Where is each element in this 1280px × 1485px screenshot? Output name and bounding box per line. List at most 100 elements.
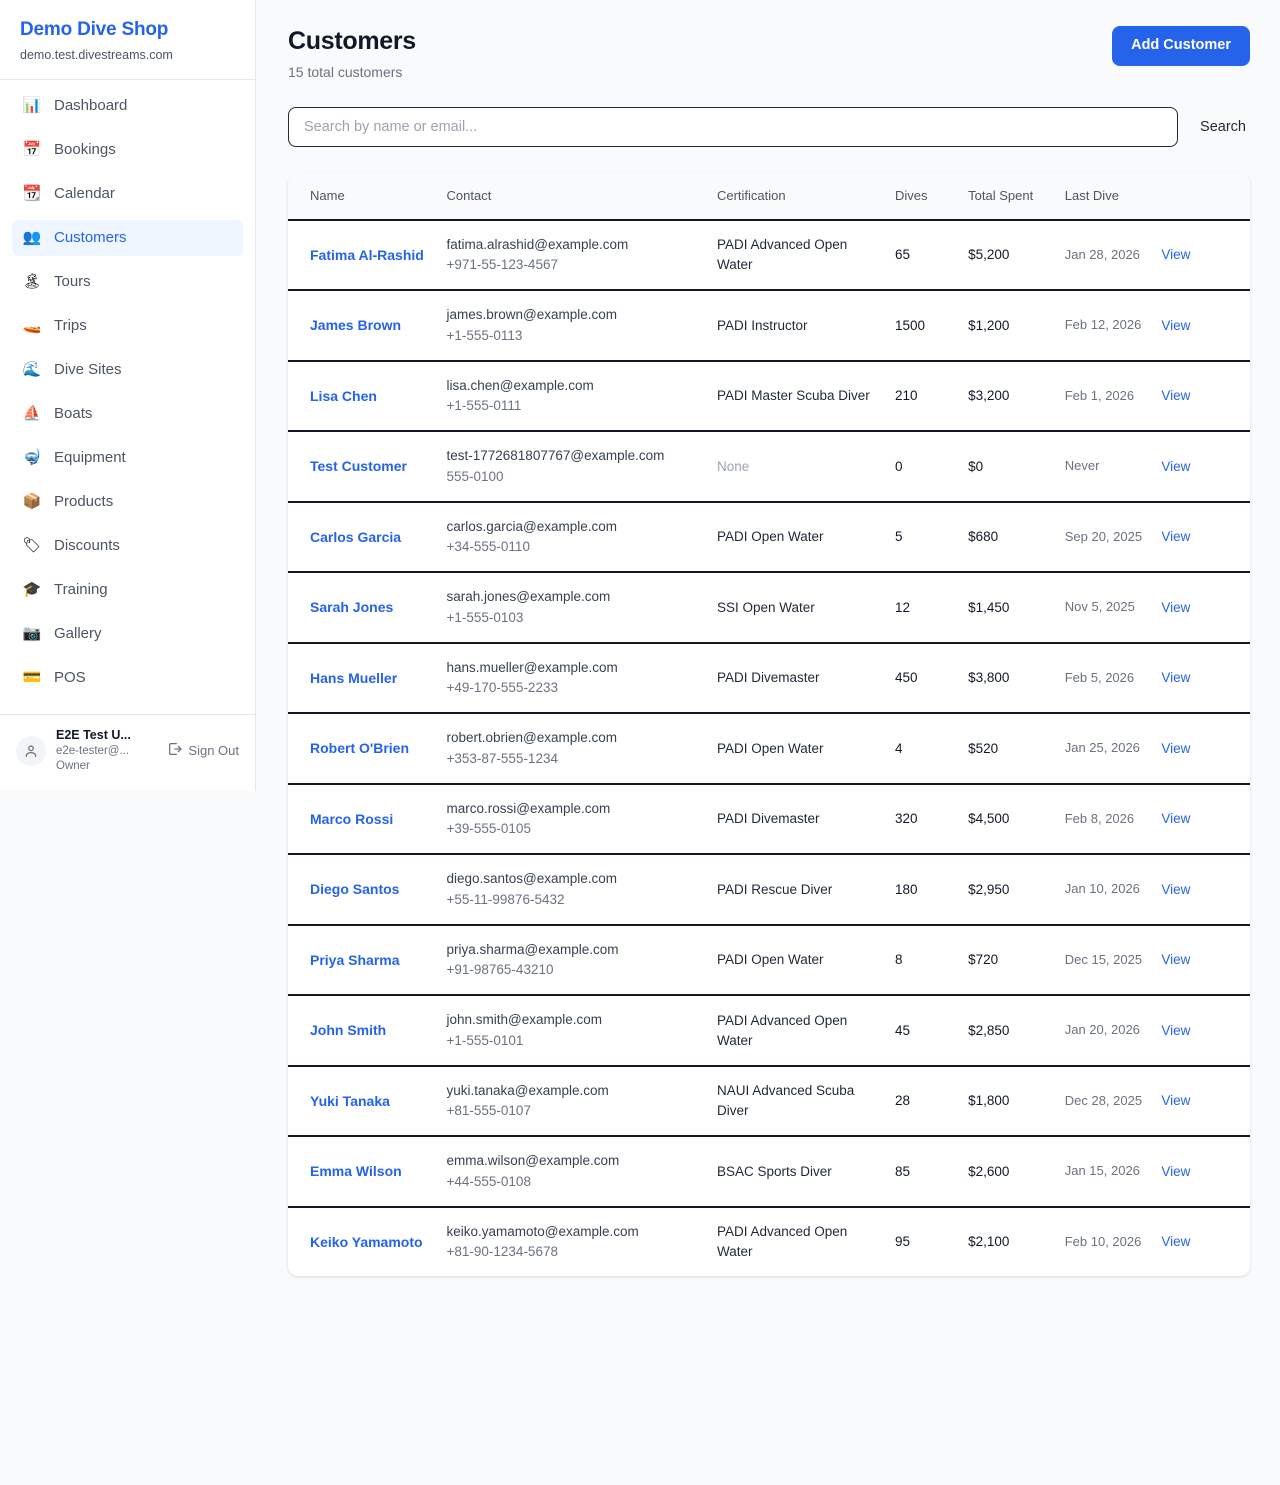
cell-certification: SSI Open Water [708, 572, 887, 644]
customer-phone: +81-90-1234-5678 [446, 1244, 558, 1260]
cell-contact: priya.sharma@example.com +91-98765-43210 [438, 924, 709, 997]
cell-actions: View [1153, 360, 1250, 433]
cell-actions: View [1153, 1065, 1250, 1138]
table-row: Yuki Tanaka yuki.tanaka@example.com +81-55… [288, 1065, 1250, 1138]
search-input[interactable] [288, 107, 1179, 148]
customer-phone: +971-55-123-4567 [446, 257, 558, 273]
sign-out-button[interactable]: Sign Out [167, 741, 239, 760]
view-customer-link[interactable]: View [1161, 1163, 1191, 1179]
table-row: Test Customer test-1772681807767@example.… [288, 431, 1250, 503]
customer-name-link[interactable]: Keiko Yamamoto [310, 1233, 423, 1250]
certification-value: PADI Divemaster [716, 670, 820, 686]
customer-name-link[interactable]: Priya Sharma [310, 951, 400, 968]
cell-contact: carlos.garcia@example.com +34-555-0110 [438, 501, 709, 574]
sidebar-item-tours[interactable]: 🏝 Tours [12, 264, 243, 300]
customer-name-link[interactable]: Test Customer [310, 458, 407, 475]
cell-certification: PADI Open Water [708, 501, 887, 574]
customer-name-link[interactable]: Hans Mueller [310, 669, 398, 686]
view-customer-link[interactable]: View [1161, 1093, 1191, 1109]
sidebar-item-calendar[interactable]: 📆 Calendar [12, 176, 243, 212]
customer-phone: +1-555-0111 [446, 398, 522, 414]
customer-name-link[interactable]: Fatima Al-Rashid [310, 246, 424, 263]
sidebar-item-pos[interactable]: 💳 POS [12, 660, 243, 696]
customer-name-link[interactable]: Sarah Jones [310, 599, 394, 616]
cell-name: Diego Santos [288, 854, 439, 926]
customer-email: marco.rossi@example.com [446, 800, 611, 816]
view-customer-link[interactable]: View [1161, 740, 1191, 756]
view-customer-link[interactable]: View [1161, 811, 1191, 827]
view-customer-link[interactable]: View [1161, 247, 1191, 263]
sidebar-item-boats[interactable]: ⛵ Boats [12, 396, 243, 432]
customer-name-link[interactable]: James Brown [310, 317, 402, 334]
sidebar: Demo Dive Shop demo.test.divestreams.com… [0, 0, 256, 791]
page-header-text: Customers 15 total customers [288, 26, 416, 80]
cell-name: Yuki Tanaka [288, 1065, 439, 1138]
view-customer-link[interactable]: View [1161, 881, 1191, 897]
view-customer-link[interactable]: View [1161, 1022, 1191, 1038]
wave-icon: 🌊 [22, 360, 42, 379]
certification-value: PADI Divemaster [716, 811, 820, 827]
customer-name-link[interactable]: Yuki Tanaka [310, 1092, 390, 1109]
cell-certification: NAUI Advanced Scuba Diver [708, 1065, 887, 1138]
main-content: Customers 15 total customers Add Custome… [256, 0, 1280, 1306]
view-customer-link[interactable]: View [1161, 458, 1191, 474]
sidebar-item-products[interactable]: 📦 Products [12, 484, 243, 520]
sign-out-label: Sign Out [188, 743, 239, 759]
customer-phone: +39-555-0105 [446, 821, 531, 837]
cell-total-spent: $0 [960, 431, 1057, 503]
cell-dives: 320 [886, 783, 961, 856]
view-customer-link[interactable]: View [1161, 670, 1191, 686]
customer-name-link[interactable]: Carlos Garcia [310, 528, 402, 545]
table-row: Diego Santos diego.santos@example.com +55-… [288, 854, 1250, 926]
sidebar-item-label: Products [54, 493, 114, 511]
page-header: Customers 15 total customers Add Custome… [288, 26, 1250, 80]
cell-name: Robert O'Brien [288, 713, 439, 785]
customer-name-link[interactable]: Marco Rossi [310, 810, 394, 827]
sidebar-item-label: Customers [54, 229, 127, 247]
customer-name-link[interactable]: John Smith [310, 1022, 387, 1039]
view-customer-link[interactable]: View [1161, 952, 1191, 968]
cell-dives: 12 [886, 572, 961, 644]
cell-actions: View [1153, 995, 1250, 1067]
cell-last-dive: Dec 15, 2025 [1056, 924, 1154, 997]
column-header-name: Name [288, 173, 439, 221]
cell-last-dive: Feb 12, 2026 [1056, 290, 1154, 362]
view-customer-link[interactable]: View [1161, 388, 1191, 404]
view-customer-link[interactable]: View [1161, 1234, 1191, 1250]
customer-name-link[interactable]: Robert O'Brien [310, 740, 410, 757]
sidebar-item-gallery[interactable]: 📷 Gallery [12, 616, 243, 652]
view-customer-link[interactable]: View [1161, 529, 1191, 545]
search-button[interactable]: Search [1196, 113, 1250, 141]
sidebar-item-dashboard[interactable]: 📊 Dashboard [12, 88, 243, 124]
cell-last-dive: Jan 28, 2026 [1056, 219, 1154, 292]
customer-name-link[interactable]: Lisa Chen [310, 387, 377, 404]
camera-icon: 📷 [22, 624, 42, 643]
customer-phone: +55-11-99876-5432 [446, 891, 565, 907]
cell-last-dive: Jan 25, 2026 [1056, 713, 1154, 785]
customer-name-link[interactable]: Emma Wilson [310, 1163, 402, 1180]
view-customer-link[interactable]: View [1161, 599, 1191, 615]
add-customer-button[interactable]: Add Customer [1112, 26, 1250, 66]
cell-dives: 180 [886, 854, 961, 926]
customer-email: test-1772681807767@example.com [446, 448, 665, 464]
sidebar-item-customers[interactable]: 👥 Customers [12, 219, 243, 256]
people-icon: 👥 [22, 228, 42, 247]
sidebar-item-equipment[interactable]: 🤿 Equipment [12, 440, 243, 476]
view-customer-link[interactable]: View [1161, 317, 1191, 333]
cell-total-spent: $1,450 [960, 572, 1057, 644]
cell-contact: test-1772681807767@example.com 555-0100 [438, 431, 709, 503]
sidebar-item-training[interactable]: 🎓 Training [12, 572, 243, 608]
sidebar-item-discounts[interactable]: 🏷 Discounts [12, 528, 243, 564]
sidebar-item-bookings[interactable]: 📅 Bookings [12, 132, 243, 168]
sidebar-item-trips[interactable]: 🚤 Trips [12, 308, 243, 344]
cell-total-spent: $720 [960, 924, 1057, 997]
customer-email: carlos.garcia@example.com [446, 518, 618, 534]
cell-actions: View [1153, 290, 1250, 362]
sidebar-brand[interactable]: Demo Dive Shop demo.test.divestreams.com [0, 0, 255, 80]
table-row: Robert O'Brien robert.obrien@example.com +… [288, 713, 1250, 785]
cell-total-spent: $1,200 [960, 290, 1057, 362]
sidebar-item-dive-sites[interactable]: 🌊 Dive Sites [12, 352, 243, 388]
customer-name-link[interactable]: Diego Santos [310, 881, 400, 898]
sign-out-icon [167, 741, 183, 760]
customer-email: james.brown@example.com [446, 307, 618, 323]
